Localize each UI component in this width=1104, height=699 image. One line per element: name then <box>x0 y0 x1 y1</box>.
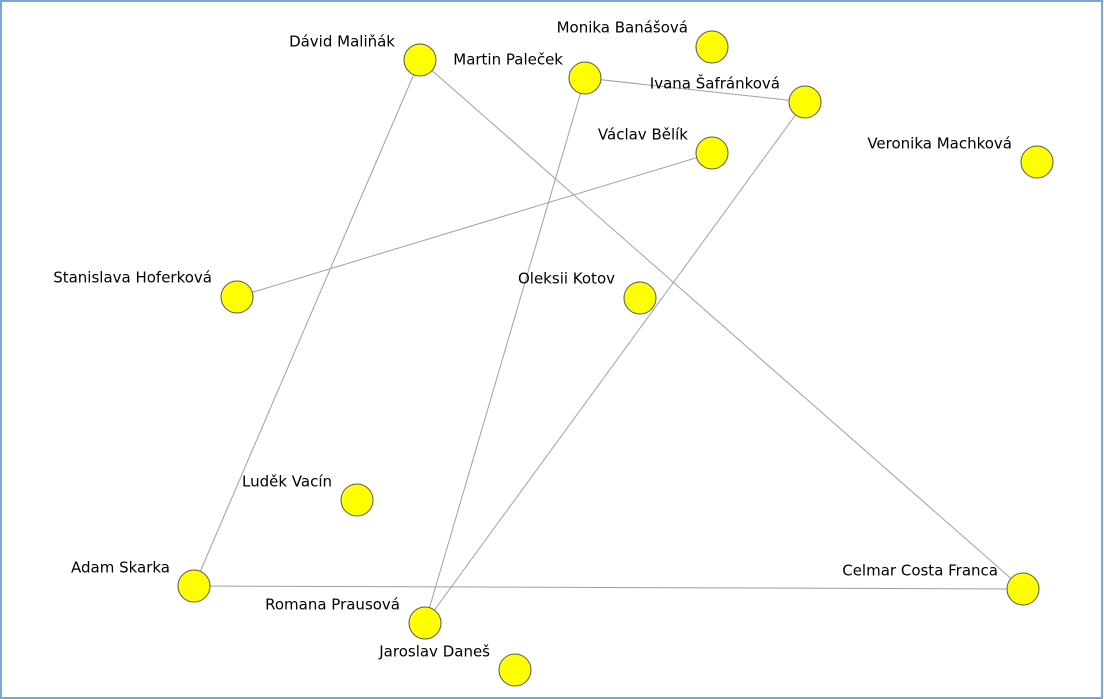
node-label: Celmar Costa Franca <box>842 562 998 580</box>
node-label: Romana Prausová <box>265 596 400 614</box>
node <box>498 653 532 687</box>
node <box>403 43 437 77</box>
node <box>340 483 374 517</box>
node <box>220 280 254 314</box>
node <box>695 30 729 64</box>
node <box>695 136 729 170</box>
node-label: Martin Paleček <box>453 51 563 69</box>
node-label: Jaroslav Daneš <box>378 643 490 661</box>
node-label: Adam Skarka <box>71 559 170 577</box>
node-label: Václav Bělík <box>598 126 688 144</box>
node <box>788 85 822 119</box>
node-label: Veronika Machková <box>867 135 1012 153</box>
node <box>623 281 657 315</box>
edge <box>193 585 1024 590</box>
edge <box>193 59 421 587</box>
edge <box>424 101 806 624</box>
edge <box>584 77 806 103</box>
node-label: Monika Banášová <box>557 19 688 37</box>
node-label: Oleksii Kotov <box>518 270 615 288</box>
node-label: Luděk Vacín <box>242 473 332 491</box>
node <box>177 569 211 603</box>
nodes: Dávid Maliňák Monika Banášová Martin Paleč… <box>53 19 1054 687</box>
node-label: Dávid Maliňák <box>289 33 395 51</box>
edges <box>193 59 1024 624</box>
node <box>1006 572 1040 606</box>
edge <box>419 59 1024 590</box>
node-label: Ivana Šafránková <box>650 74 780 93</box>
edge <box>424 77 586 624</box>
node <box>408 606 442 640</box>
node-label: Stanislava Hoferková <box>53 269 212 287</box>
node <box>568 61 602 95</box>
edge <box>236 152 713 298</box>
node <box>1020 145 1054 179</box>
